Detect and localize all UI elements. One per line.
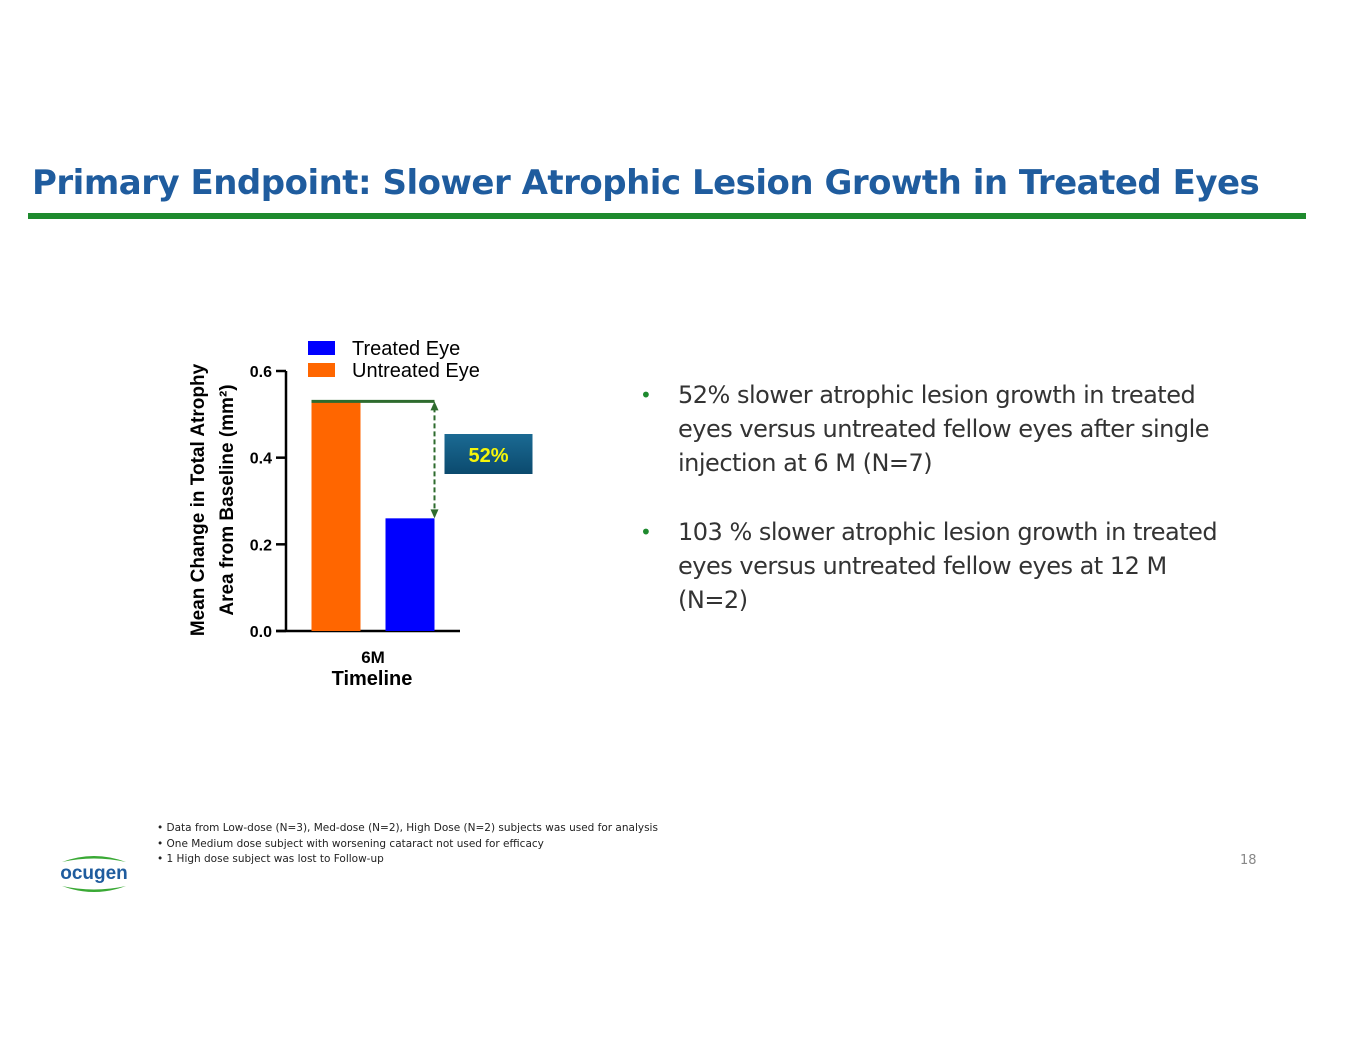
bullet: 103 % slower atrophic lesion growth in t… bbox=[640, 515, 1218, 617]
annotation-label: 52% bbox=[468, 445, 508, 467]
y-tick-label: 0.4 bbox=[250, 451, 272, 468]
footnote: Data from Low-dose (N=3), Med-dose (N=2)… bbox=[157, 821, 658, 837]
arrow-head bbox=[430, 401, 439, 411]
footnotes: Data from Low-dose (N=3), Med-dose (N=2)… bbox=[157, 821, 658, 868]
bar bbox=[311, 401, 361, 631]
chart: 0.0 0.2 0.4 0.6 Mean Change in Total Atrophy… bbox=[188, 338, 533, 690]
arrow-head bbox=[430, 509, 439, 519]
page-number: 18 bbox=[1240, 853, 1257, 868]
y-axis-label: Mean Change in Total Atrophy bbox=[188, 363, 209, 636]
footnote: 1 High dose subject was lost to Follow-u… bbox=[157, 852, 658, 868]
y-tick-label: 0.6 bbox=[250, 364, 272, 381]
logo-text: ocugen bbox=[60, 863, 128, 884]
bullet: 52% slower atrophic lesion growth in tre… bbox=[640, 378, 1218, 480]
y-tick-label: 0.0 bbox=[250, 624, 272, 641]
x-axis-label: Timeline bbox=[332, 668, 413, 690]
footnote: One Medium dose subject with worsening c… bbox=[157, 837, 658, 853]
y-axis-label: Area from Baseline (mm²) bbox=[217, 384, 238, 615]
legend-swatch bbox=[308, 363, 335, 377]
legend-label: Untreated Eye bbox=[352, 360, 480, 382]
slide-title: Primary Endpoint: Slower Atrophic Lesion… bbox=[32, 163, 1260, 203]
title-rule bbox=[28, 213, 1306, 219]
logo-swoosh bbox=[62, 886, 126, 892]
y-tick-label: 0.2 bbox=[250, 537, 272, 554]
x-tick-label: 6M bbox=[361, 648, 385, 667]
annotation-box bbox=[444, 434, 533, 474]
legend-swatch bbox=[308, 341, 335, 355]
legend-label: Treated Eye bbox=[352, 338, 460, 360]
logo-swoosh bbox=[62, 856, 126, 862]
bar bbox=[385, 518, 435, 631]
logo: ocugen bbox=[60, 856, 128, 892]
